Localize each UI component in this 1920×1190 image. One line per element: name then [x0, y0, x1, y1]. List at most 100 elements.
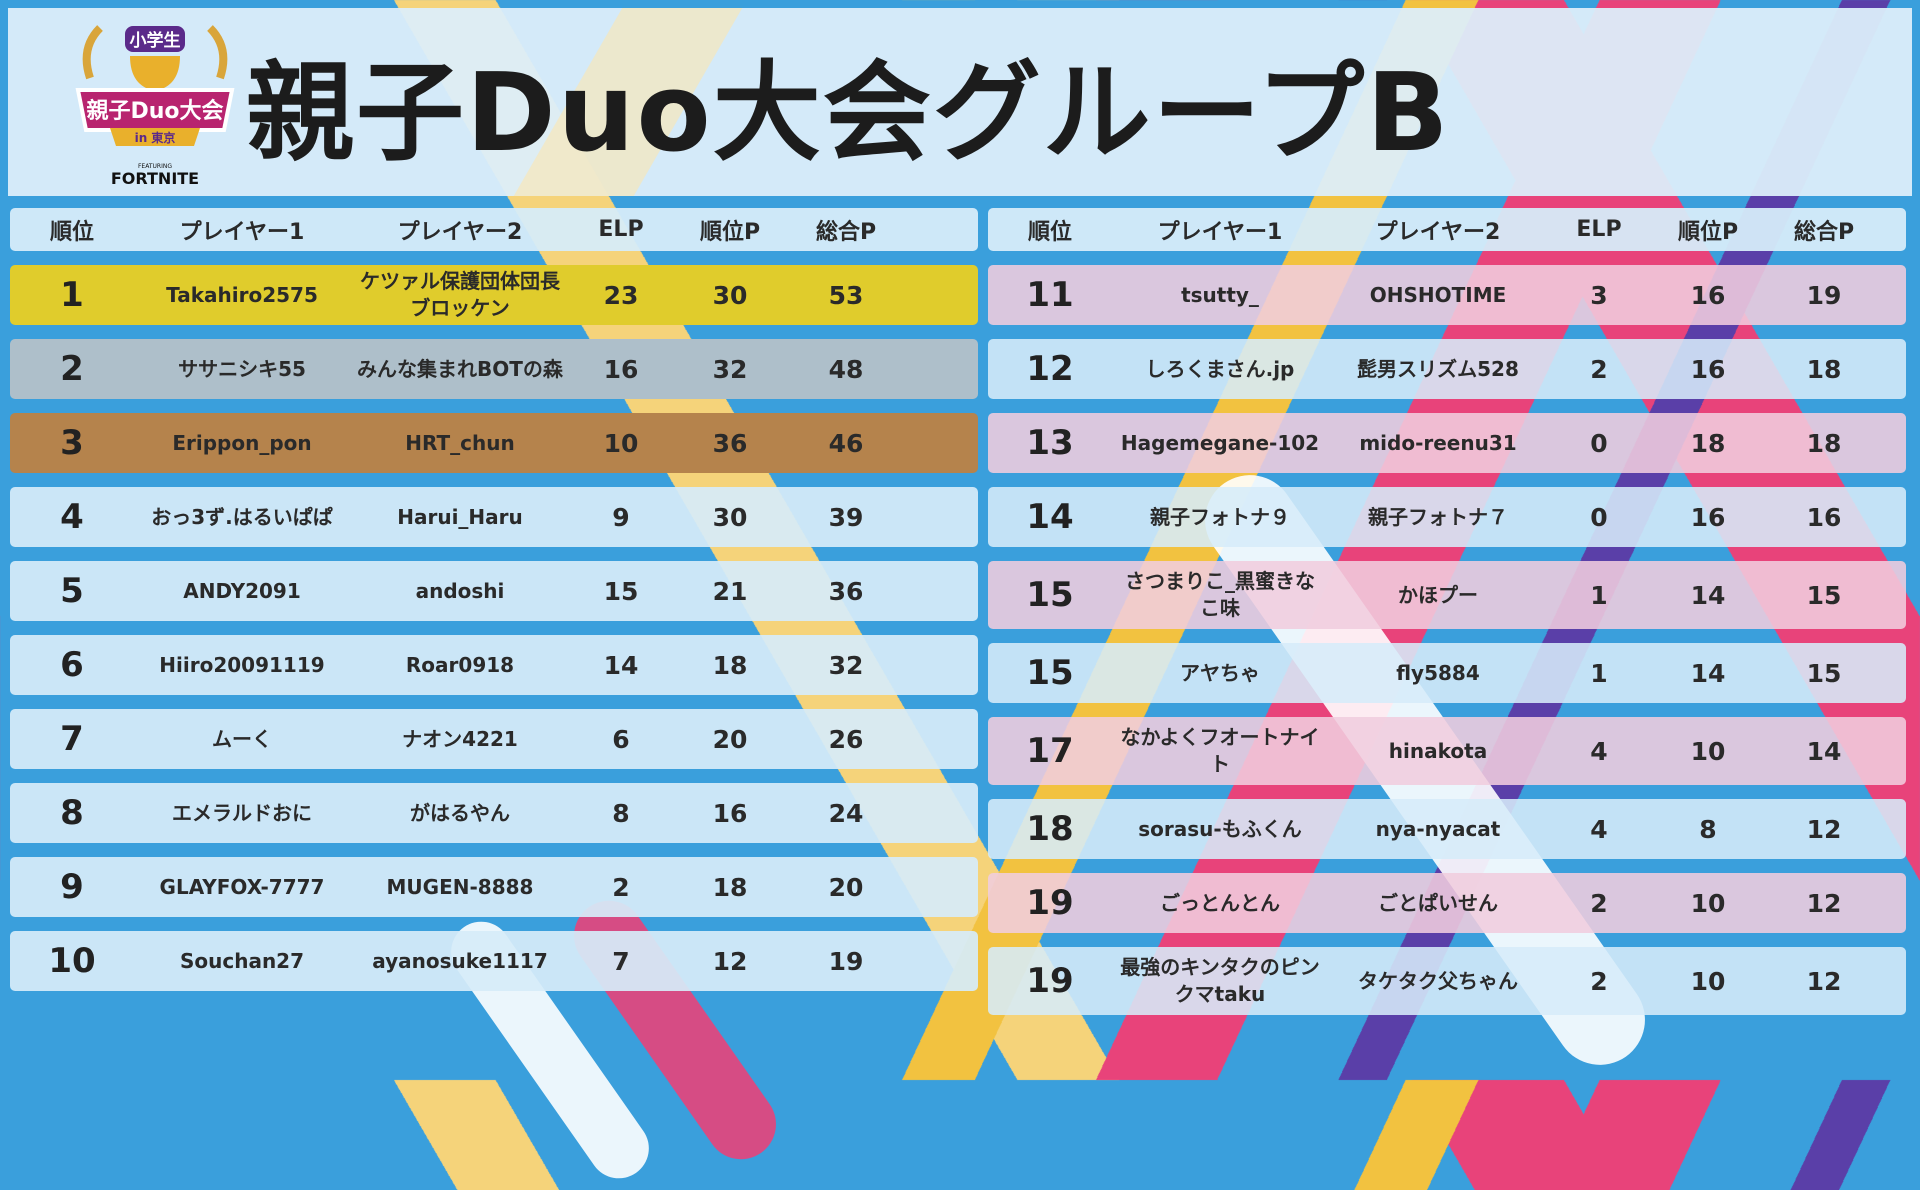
player1-cell: ごっとんとん — [1160, 890, 1280, 915]
total-points-cell: 48 — [828, 354, 864, 384]
total-points-cell: 16 — [1806, 502, 1842, 532]
standings-table-right: 順位 プレイヤー1 プレイヤー2 ELP 順位P 総合P 11 tsutty_ OHSHO… — [988, 208, 1906, 1015]
rank-points-cell: 18 — [712, 650, 748, 680]
rank-points-cell: 36 — [712, 428, 748, 458]
rank-cell: 6 — [60, 645, 84, 685]
player1-cell: GLAYFOX-7777 — [159, 874, 325, 899]
player1-cell: Hagemegane-102 — [1120, 430, 1320, 455]
rank-cell: 7 — [60, 719, 84, 759]
player2-cell: Roar0918 — [405, 652, 515, 677]
elp-cell: 2 — [1590, 354, 1608, 384]
column-header-player1: プレイヤー1 — [179, 219, 305, 245]
elp-cell: 2 — [1590, 966, 1608, 996]
player2-cell: タケタク父ちゃん — [1358, 968, 1518, 993]
player2-cell: fly5884 — [1396, 660, 1480, 685]
player1-cell: ANDY2091 — [183, 578, 301, 603]
table-header: 順位 プレイヤー1 プレイヤー2 ELP 順位P 総合P — [988, 208, 1906, 251]
table-row: 10 Souchan27 ayanosuke1117 7 12 19 — [10, 931, 978, 991]
rank-points-cell: 10 — [1690, 736, 1726, 766]
tournament-logo: 小学生 親子Duo大会 in 東京 FEATURING FORTNITE — [75, 25, 235, 188]
elp-cell: 9 — [612, 502, 630, 532]
svg-text:小学生: 小学生 — [130, 30, 181, 51]
rank-cell: 11 — [1026, 275, 1074, 315]
table-row: 11 tsutty_ OHSHOTIME 3 16 19 — [988, 265, 1906, 325]
total-points-cell: 18 — [1806, 428, 1842, 458]
table-header: 順位 プレイヤー1 プレイヤー2 ELP 順位P 総合P — [10, 208, 978, 251]
elp-cell: 8 — [612, 798, 630, 828]
player1-cell: 最強のキンタクのピンクマtaku — [1120, 955, 1320, 1006]
elp-cell: 7 — [612, 946, 630, 976]
svg-text:親子Duo大会: 親子Duo大会 — [86, 98, 223, 124]
elp-cell: 14 — [603, 650, 639, 680]
player1-cell: Takahiro2575 — [166, 282, 318, 307]
player2-cell: mido-reenu31 — [1359, 430, 1517, 455]
table-row: 15 さつまりこ_黒蜜きなこ味 かほプー 1 14 15 — [988, 561, 1906, 629]
total-points-cell: 15 — [1806, 580, 1842, 610]
elp-cell: 4 — [1590, 814, 1608, 844]
standings-table-left: 順位 プレイヤー1 プレイヤー2 ELP 順位P 総合P 1 Takahiro2575 ケ… — [10, 208, 978, 991]
table-row: 14 親子フォトナ９ 親子フォトナ７ 0 16 16 — [988, 487, 1906, 547]
total-points-cell: 14 — [1806, 736, 1842, 766]
player1-cell: さつまりこ_黒蜜きなこ味 — [1125, 569, 1315, 620]
total-points-cell: 39 — [828, 502, 864, 532]
player2-cell: Harui_Haru — [397, 504, 523, 529]
player1-cell: Hiiro20091119 — [159, 652, 325, 677]
total-points-cell: 12 — [1806, 814, 1842, 844]
table-row: 8 エメラルドおに がはるやん 8 16 24 — [10, 783, 978, 843]
table-row: 6 Hiiro20091119 Roar0918 14 18 32 — [10, 635, 978, 695]
rank-points-cell: 18 — [712, 872, 748, 902]
total-points-cell: 18 — [1806, 354, 1842, 384]
elp-cell: 0 — [1590, 428, 1608, 458]
table-row: 15 アヤちゃ fly5884 1 14 15 — [988, 643, 1906, 703]
column-header-rank: 順位 — [1027, 219, 1072, 245]
elp-cell: 6 — [612, 724, 630, 754]
rank-points-cell: 32 — [712, 354, 748, 384]
rank-points-cell: 16 — [712, 798, 748, 828]
rank-points-cell: 8 — [1699, 814, 1717, 844]
elp-cell: 0 — [1590, 502, 1608, 532]
total-points-cell: 24 — [828, 798, 864, 828]
player1-cell: エメラルドおに — [172, 800, 312, 825]
player2-cell: 髭男スリズム528 — [1357, 356, 1519, 381]
rank-cell: 18 — [1026, 809, 1074, 849]
player2-cell: MUGEN-8888 — [386, 874, 534, 899]
rank-points-cell: 20 — [712, 724, 748, 754]
column-header-elp: ELP — [598, 217, 644, 242]
table-row: 4 おっ3ず.はるいぱぱ Harui_Haru 9 30 39 — [10, 487, 978, 547]
elp-cell: 2 — [1590, 888, 1608, 918]
rank-cell: 4 — [60, 497, 84, 537]
rank-cell: 19 — [1026, 961, 1074, 1001]
rank-cell: 10 — [48, 941, 96, 981]
elp-cell: 1 — [1590, 658, 1608, 688]
player2-cell: nya-nyacat — [1375, 816, 1501, 841]
player2-cell: 親子フォトナ７ — [1368, 504, 1508, 529]
rank-points-cell: 12 — [712, 946, 748, 976]
player1-cell: おっ3ず.はるいぱぱ — [151, 504, 333, 529]
elp-cell: 1 — [1590, 580, 1608, 610]
table-row: 17 なかよくフオートナイト hinakota 4 10 14 — [988, 717, 1906, 785]
table-row: 3 Erippon_pon HRT_chun 10 36 46 — [10, 413, 978, 473]
player2-cell: かほプー — [1398, 582, 1478, 607]
total-points-cell: 15 — [1806, 658, 1842, 688]
total-points-cell: 53 — [828, 280, 864, 310]
player2-cell: ayanosuke1117 — [372, 948, 548, 973]
rank-points-cell: 30 — [712, 502, 748, 532]
rank-cell: 15 — [1026, 575, 1074, 615]
page-title: 親子Duo大会グループB — [246, 51, 1451, 176]
elp-cell: 10 — [603, 428, 639, 458]
rank-cell: 14 — [1026, 497, 1074, 537]
total-points-cell: 12 — [1806, 888, 1842, 918]
column-header-total-points: 総合P — [1793, 219, 1855, 245]
rank-cell: 19 — [1026, 883, 1074, 923]
header-banner: 小学生 親子Duo大会 in 東京 FEATURING FORTNITE 親子D… — [8, 8, 1912, 196]
player1-cell: しろくまさん.jp — [1145, 356, 1295, 381]
total-points-cell: 32 — [828, 650, 864, 680]
rank-points-cell: 10 — [1690, 888, 1726, 918]
column-header-rank-points: 順位P — [1677, 219, 1739, 245]
elp-cell: 3 — [1590, 280, 1608, 310]
rank-points-cell: 30 — [712, 280, 748, 310]
total-points-cell: 26 — [828, 724, 864, 754]
player2-cell: ごとぱいせん — [1378, 890, 1498, 915]
rank-cell: 9 — [60, 867, 84, 907]
player2-cell: ケツァル保護団体団長ブロッケン — [360, 269, 560, 320]
